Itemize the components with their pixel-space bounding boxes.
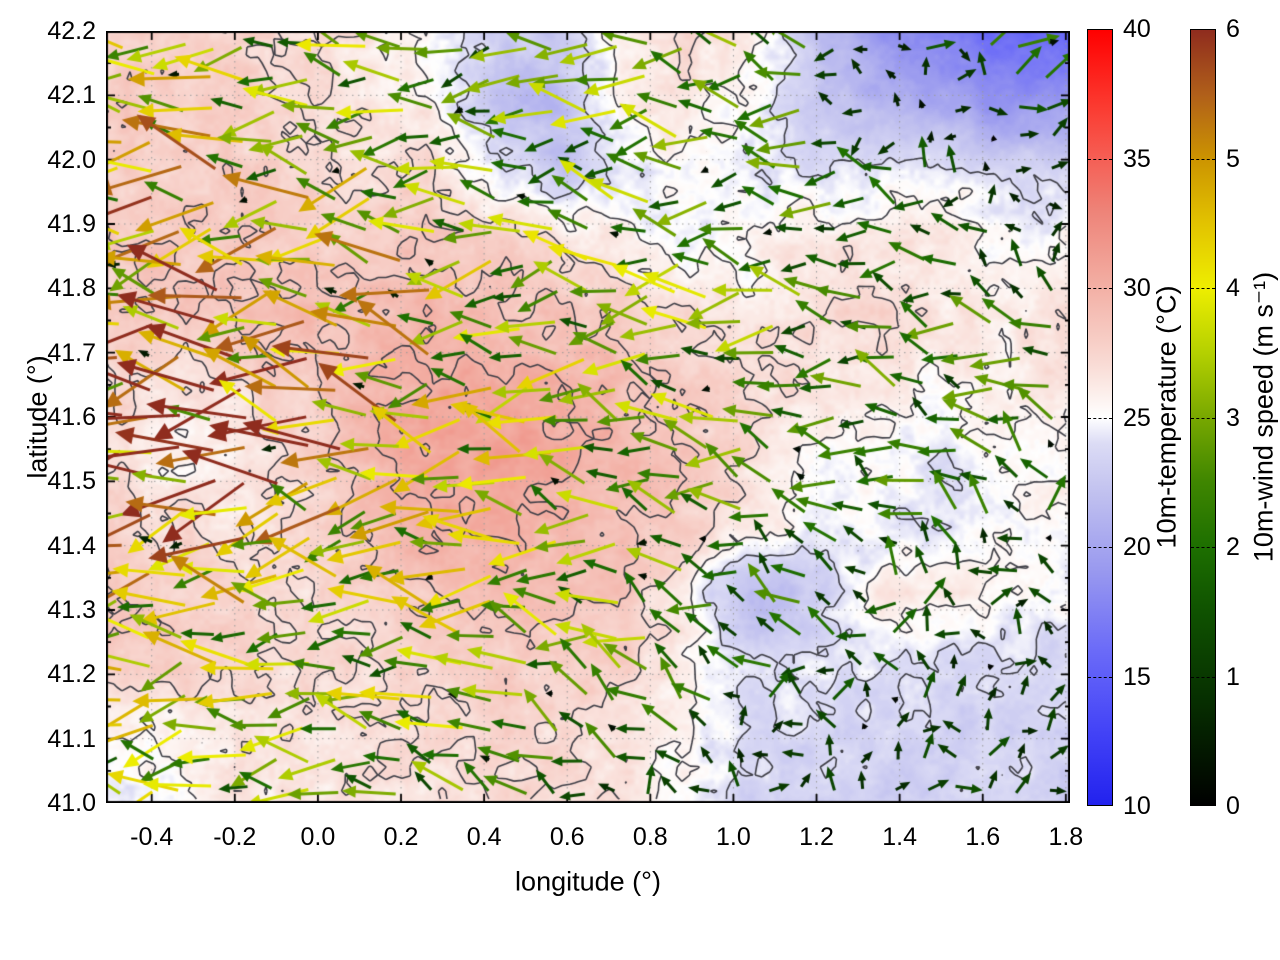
- y-tick-label: 41.6: [47, 403, 96, 431]
- y-tick-label: 41.0: [47, 789, 96, 817]
- colorbar-tick-label: 0: [1226, 792, 1240, 820]
- y-tick-label: 41.8: [47, 274, 96, 303]
- colorbar-tick-mark: [1191, 158, 1215, 160]
- colorbar-tick-label: 10: [1123, 792, 1151, 820]
- colorbar-tick-mark: [1088, 417, 1112, 419]
- colorbar-tick-label: 6: [1226, 15, 1240, 43]
- colorbar-tick-label: 4: [1226, 274, 1240, 302]
- y-tick-label: 41.3: [47, 596, 96, 624]
- y-tick-label: 41.2: [47, 660, 96, 689]
- y-tick-label: 41.4: [47, 531, 96, 560]
- colorbar-tick-label: 3: [1226, 403, 1240, 432]
- x-tick-label: 0.6: [549, 823, 585, 851]
- windspeed-colorbar-title: 10m-wind speed (m s⁻¹): [1248, 271, 1279, 563]
- x-axis-title: longitude (°): [515, 866, 661, 897]
- y-tick-label: 42.1: [47, 81, 96, 110]
- x-tick-label: 1.0: [716, 823, 751, 851]
- colorbar-tick-mark: [1088, 158, 1112, 160]
- colorbar-tick-mark: [1088, 547, 1112, 548]
- x-tick-label: 0.2: [383, 823, 419, 851]
- temperature-colorbar-title: 10m-temperature (°C): [1151, 285, 1182, 549]
- x-tick-label: 0.8: [632, 823, 668, 851]
- x-tick-label: 1.4: [882, 823, 917, 851]
- colorbar-tick-label: 5: [1226, 144, 1240, 173]
- colorbar-tick-mark: [1088, 676, 1112, 678]
- colorbar-tick-label: 20: [1123, 533, 1151, 561]
- colorbar-tick-label: 30: [1123, 274, 1151, 302]
- colorbar-tick-label: 25: [1123, 403, 1151, 432]
- x-tick-label: 1.8: [1048, 823, 1084, 851]
- colorbar-tick-mark: [1191, 417, 1215, 419]
- y-tick-label: 42.0: [47, 145, 96, 174]
- y-tick-label: 41.9: [47, 210, 96, 238]
- x-tick-label: 0.0: [300, 823, 336, 851]
- x-tick-label: 0.4: [466, 823, 502, 851]
- colorbar-tick-mark: [1088, 288, 1112, 289]
- colorbar-tick-label: 35: [1123, 144, 1151, 173]
- x-tick-label: 1.6: [965, 823, 1001, 851]
- y-tick-label: 41.1: [47, 724, 96, 753]
- y-axis-title: latitude (°): [22, 355, 53, 479]
- colorbar-tick-mark: [1191, 288, 1215, 289]
- x-tick-label: -0.4: [130, 823, 174, 851]
- temperature-colorbar: [1087, 29, 1113, 806]
- y-tick-label: 42.2: [47, 17, 96, 45]
- y-tick-label: 41.7: [47, 338, 96, 367]
- colorbar-tick-label: 40: [1123, 15, 1151, 43]
- colorbar-tick-label: 1: [1226, 662, 1240, 691]
- colorbar-tick-label: 2: [1226, 533, 1240, 561]
- colorbar-tick-label: 15: [1123, 662, 1151, 691]
- x-tick-label: -0.2: [213, 823, 257, 851]
- colorbar-tick-mark: [1191, 547, 1215, 548]
- x-tick-label: 1.2: [799, 823, 834, 851]
- windspeed-colorbar: [1190, 29, 1216, 806]
- y-tick-label: 41.5: [47, 467, 96, 496]
- colorbar-tick-mark: [1191, 676, 1215, 678]
- map-canvas: [106, 31, 1070, 803]
